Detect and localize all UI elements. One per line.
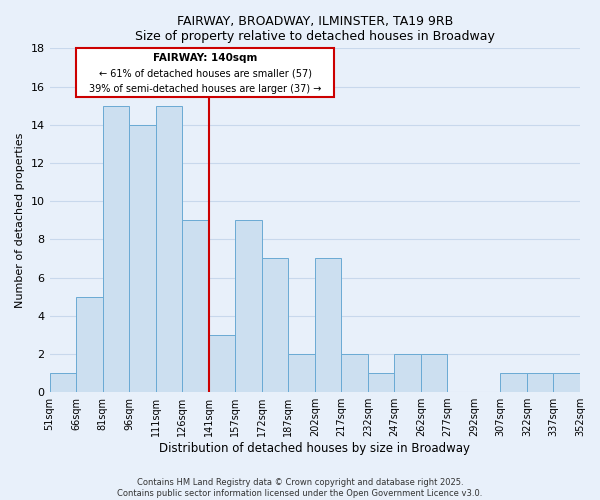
Title: FAIRWAY, BROADWAY, ILMINSTER, TA19 9RB
Size of property relative to detached hou: FAIRWAY, BROADWAY, ILMINSTER, TA19 9RB S… (135, 15, 495, 43)
Bar (129, 124, 155, 392)
Bar (553, 373, 580, 392)
Bar (155, 106, 182, 392)
Bar (421, 354, 448, 392)
Text: 39% of semi-detached houses are larger (37) →: 39% of semi-detached houses are larger (… (89, 84, 322, 94)
FancyBboxPatch shape (76, 48, 334, 97)
Bar (235, 220, 262, 392)
Bar (500, 373, 527, 392)
Bar (394, 354, 421, 392)
Bar (209, 335, 235, 392)
X-axis label: Distribution of detached houses by size in Broadway: Distribution of detached houses by size … (159, 442, 470, 455)
Bar (182, 220, 209, 392)
Bar (262, 258, 288, 392)
Bar (103, 106, 129, 392)
Bar (527, 373, 553, 392)
Y-axis label: Number of detached properties: Number of detached properties (15, 132, 25, 308)
Bar (315, 258, 341, 392)
Text: ← 61% of detached houses are smaller (57): ← 61% of detached houses are smaller (57… (98, 68, 311, 78)
Bar (368, 373, 394, 392)
Text: FAIRWAY: 140sqm: FAIRWAY: 140sqm (153, 53, 257, 63)
Bar (76, 296, 103, 392)
Text: Contains HM Land Registry data © Crown copyright and database right 2025.
Contai: Contains HM Land Registry data © Crown c… (118, 478, 482, 498)
Bar (50, 373, 76, 392)
Bar (288, 354, 315, 392)
Bar (341, 354, 368, 392)
